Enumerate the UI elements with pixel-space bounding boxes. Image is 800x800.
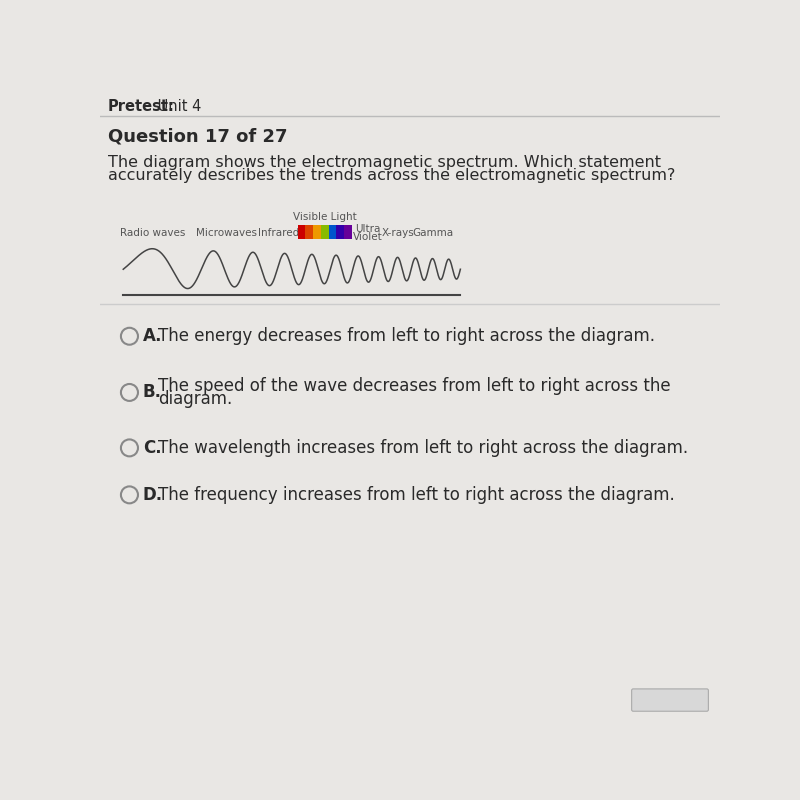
Text: Gamma: Gamma (413, 228, 454, 238)
Text: Radio waves: Radio waves (120, 228, 186, 238)
Bar (336, 225, 344, 239)
Text: X-rays: X-rays (382, 228, 414, 238)
Text: Microwaves: Microwaves (196, 228, 257, 238)
Text: Ultra: Ultra (355, 224, 381, 234)
Text: SUBMIT: SUBMIT (644, 694, 695, 707)
Bar (344, 225, 352, 239)
Text: diagram.: diagram. (158, 390, 232, 408)
Text: The diagram shows the electromagnetic spectrum. Which statement: The diagram shows the electromagnetic sp… (108, 154, 661, 170)
FancyBboxPatch shape (632, 689, 708, 711)
Text: Unit 4: Unit 4 (153, 98, 201, 114)
Text: Violet: Violet (354, 232, 383, 242)
Text: accurately describes the trends across the electromagnetic spectrum?: accurately describes the trends across t… (108, 168, 675, 183)
Text: A.: A. (142, 327, 162, 346)
Text: The speed of the wave decreases from left to right across the: The speed of the wave decreases from lef… (158, 377, 670, 394)
Text: The frequency increases from left to right across the diagram.: The frequency increases from left to rig… (158, 486, 675, 504)
Bar (298, 225, 306, 239)
Bar (313, 225, 321, 239)
Text: C.: C. (142, 439, 162, 457)
Text: Visible Light: Visible Light (293, 211, 357, 222)
Text: The energy decreases from left to right across the diagram.: The energy decreases from left to right … (158, 327, 655, 346)
Text: B.: B. (142, 383, 162, 402)
Bar (306, 225, 313, 239)
Bar (321, 225, 329, 239)
Bar (329, 225, 336, 239)
Text: Question 17 of 27: Question 17 of 27 (108, 127, 287, 145)
Text: Infrared: Infrared (258, 228, 299, 238)
Text: Pretest:: Pretest: (108, 98, 174, 114)
Text: The wavelength increases from left to right across the diagram.: The wavelength increases from left to ri… (158, 439, 688, 457)
Text: D.: D. (142, 486, 162, 504)
